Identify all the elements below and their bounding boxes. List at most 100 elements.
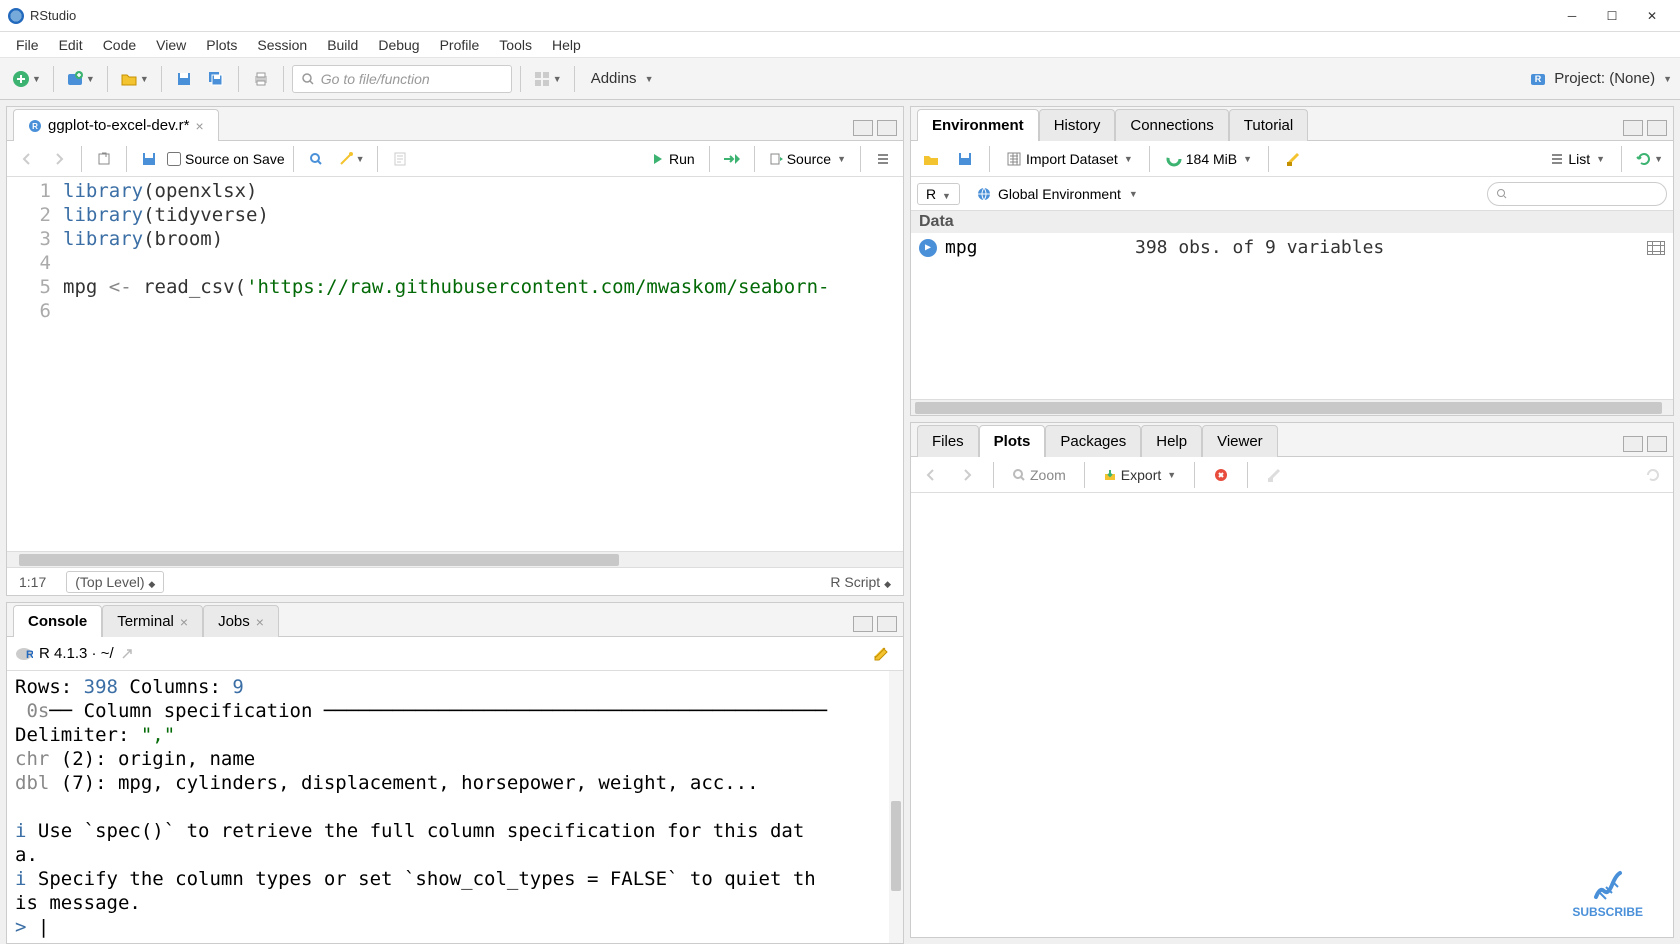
list-view-button[interactable]: List▼ <box>1544 149 1611 169</box>
tab-packages[interactable]: Packages <box>1045 425 1141 457</box>
grid-button[interactable]: ▼ <box>529 65 566 93</box>
svg-text:R: R <box>1535 74 1542 84</box>
menu-view[interactable]: View <box>146 34 196 56</box>
load-workspace-button[interactable] <box>917 145 945 173</box>
svg-text:R: R <box>32 122 38 131</box>
export-button[interactable]: Export▼ <box>1097 465 1182 485</box>
back-button[interactable] <box>13 145 41 173</box>
menu-debug[interactable]: Debug <box>368 34 429 56</box>
memory-usage[interactable]: 184 MiB▼ <box>1160 149 1258 169</box>
new-file-button[interactable]: ▼ <box>8 65 45 93</box>
source-button[interactable]: Source ▼ <box>763 149 852 169</box>
rerun-button[interactable] <box>718 145 746 173</box>
goto-file-input[interactable]: Go to file/function <box>292 65 512 93</box>
minimize-env-icon[interactable] <box>1623 120 1643 136</box>
print-button[interactable] <box>247 65 275 93</box>
view-data-icon[interactable] <box>1647 241 1665 255</box>
subscribe-watermark: SUBSCRIBE <box>1572 867 1643 919</box>
env-data-list: Data ▶ mpg 398 obs. of 9 variables <box>911 211 1673 399</box>
menu-file[interactable]: File <box>6 34 49 56</box>
r-logo-icon: R <box>15 645 33 663</box>
save-workspace-button[interactable] <box>951 145 979 173</box>
tab-viewer[interactable]: Viewer <box>1202 425 1278 457</box>
close-tab-button[interactable]: × <box>195 118 203 134</box>
source-statusbar: 1:17 (Top Level) ◆ R Script ◆ <box>7 567 903 595</box>
tab-files[interactable]: Files <box>917 425 979 457</box>
minimize-button[interactable]: ─ <box>1552 2 1592 30</box>
addins-dropdown[interactable]: Addins▼ <box>583 66 662 91</box>
maximize-button[interactable]: ☐ <box>1592 2 1632 30</box>
scope-selector[interactable]: (Top Level) ◆ <box>66 571 164 593</box>
menu-code[interactable]: Code <box>93 34 146 56</box>
clear-plots-button[interactable] <box>1260 461 1288 489</box>
file-type-selector[interactable]: R Script ◆ <box>830 574 891 590</box>
source-on-save-checkbox[interactable]: Source on Save <box>167 151 285 167</box>
minimize-console-icon[interactable] <box>853 616 873 632</box>
minimize-pane-icon[interactable] <box>853 120 873 136</box>
env-hscroll[interactable] <box>911 399 1673 415</box>
tab-environment[interactable]: Environment <box>917 109 1039 141</box>
zoom-button[interactable]: Zoom <box>1006 465 1072 485</box>
save-source-button[interactable] <box>135 145 163 173</box>
plot-canvas: SUBSCRIBE <box>911 493 1673 937</box>
horizontal-scrollbar[interactable] <box>7 551 903 567</box>
next-plot-button[interactable] <box>953 461 981 489</box>
window-titlebar: RStudio ─ ☐ ✕ <box>0 0 1680 32</box>
menu-plots[interactable]: Plots <box>196 34 247 56</box>
code-editor[interactable]: 123456 library(openxlsx)library(tidyvers… <box>7 177 903 551</box>
goto-wd-icon[interactable] <box>120 647 134 661</box>
save-all-button[interactable] <box>202 65 230 93</box>
menu-build[interactable]: Build <box>317 34 368 56</box>
forward-button[interactable] <box>45 145 73 173</box>
menu-help[interactable]: Help <box>542 34 591 56</box>
r-scope-dropdown[interactable]: R ▼ <box>917 183 960 205</box>
maximize-pane-icon[interactable] <box>877 120 897 136</box>
minimize-plots-icon[interactable] <box>1623 436 1643 452</box>
source-toolbar: Source on Save ▼ Run S <box>7 141 903 177</box>
run-button[interactable]: Run <box>645 149 701 169</box>
new-project-button[interactable]: ▼ <box>62 65 99 93</box>
tab-help[interactable]: Help <box>1141 425 1202 457</box>
popout-button[interactable] <box>90 145 118 173</box>
find-button[interactable] <box>302 145 330 173</box>
maximize-env-icon[interactable] <box>1647 120 1667 136</box>
menu-session[interactable]: Session <box>247 34 317 56</box>
prev-plot-button[interactable] <box>917 461 945 489</box>
document-button[interactable] <box>386 145 414 173</box>
save-button[interactable] <box>170 65 198 93</box>
outline-button[interactable] <box>869 145 897 173</box>
remove-plot-button[interactable] <box>1207 461 1235 489</box>
expand-icon[interactable]: ▶ <box>919 239 937 257</box>
clear-env-button[interactable] <box>1279 145 1307 173</box>
close-button[interactable]: ✕ <box>1632 2 1672 30</box>
tab-terminal[interactable]: Terminal× <box>102 605 203 637</box>
menu-profile[interactable]: Profile <box>430 34 490 56</box>
env-search-input[interactable] <box>1487 182 1667 206</box>
tab-history[interactable]: History <box>1039 109 1116 141</box>
maximize-plots-icon[interactable] <box>1647 436 1667 452</box>
source-tab[interactable]: R ggplot-to-excel-dev.r* × <box>13 109 219 141</box>
menu-edit[interactable]: Edit <box>49 34 93 56</box>
menu-tools[interactable]: Tools <box>489 34 542 56</box>
tab-console[interactable]: Console <box>13 605 102 637</box>
console-pane: Console Terminal× Jobs× R R 4.1.3 · ~/ R… <box>6 602 904 944</box>
window-title: RStudio <box>30 8 1552 23</box>
plots-pane: Files Plots Packages Help Viewer Zoom <box>910 422 1674 938</box>
global-env-dropdown[interactable]: Global Environment ▼ <box>968 184 1146 204</box>
wand-button[interactable]: ▼ <box>334 145 369 173</box>
console-vscroll[interactable] <box>889 671 903 943</box>
tab-tutorial[interactable]: Tutorial <box>1229 109 1308 141</box>
tab-connections[interactable]: Connections <box>1115 109 1228 141</box>
open-file-button[interactable]: ▼ <box>116 65 153 93</box>
clear-console-button[interactable] <box>867 640 895 668</box>
project-dropdown[interactable]: R Project: (None)▼ <box>1528 69 1672 89</box>
tab-plots[interactable]: Plots <box>979 425 1046 457</box>
maximize-console-icon[interactable] <box>877 616 897 632</box>
refresh-plots-button[interactable] <box>1639 461 1667 489</box>
import-dataset-button[interactable]: Import Dataset▼ <box>1000 149 1139 169</box>
tab-jobs[interactable]: Jobs× <box>203 605 279 637</box>
refresh-env-button[interactable]: ▼ <box>1632 145 1667 173</box>
source-tabbar: R ggplot-to-excel-dev.r* × <box>7 107 903 141</box>
env-row[interactable]: ▶ mpg 398 obs. of 9 variables <box>911 233 1673 262</box>
console-output[interactable]: Rows: 398 Columns: 9 0s── Column specifi… <box>7 671 903 943</box>
